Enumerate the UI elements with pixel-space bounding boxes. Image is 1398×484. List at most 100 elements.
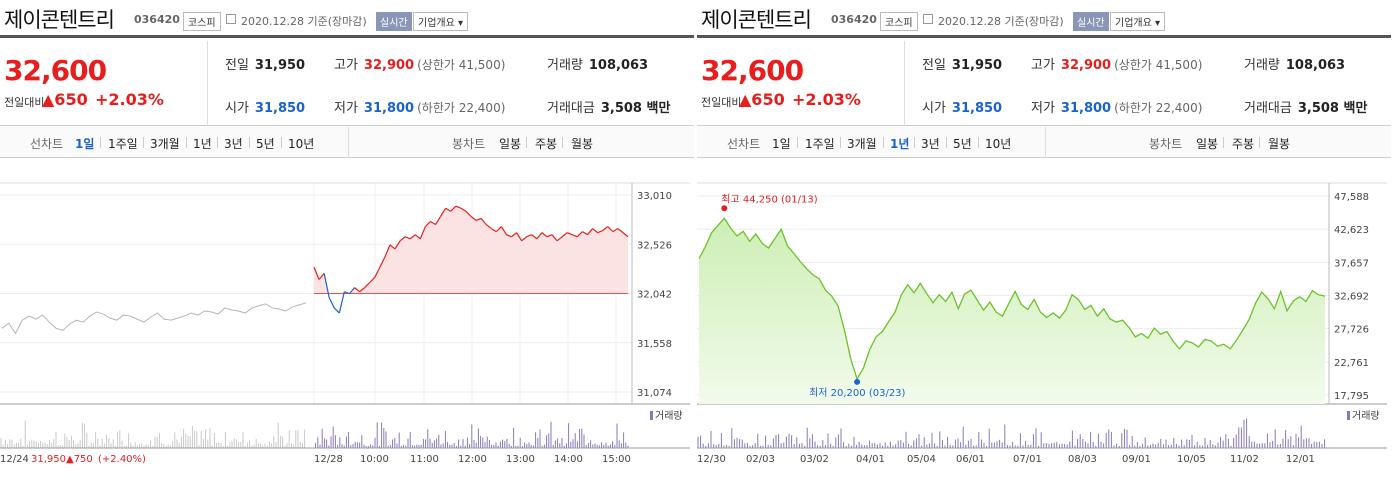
quote-summary: 32,600 전일대비 ▲650 +2.03% 전일 31,950 고가 32,90… bbox=[0, 41, 694, 126]
stock-code: 036420 bbox=[831, 13, 877, 26]
series-segment bbox=[561, 232, 568, 238]
x-tick-label: 10/05 bbox=[1177, 454, 1206, 465]
series-segment bbox=[546, 234, 553, 238]
x-tick-label: 12/01 bbox=[1286, 454, 1315, 465]
series-segment bbox=[394, 240, 401, 250]
series-segment bbox=[541, 232, 548, 238]
series-prev-day bbox=[1, 302, 307, 335]
stock-name[interactable]: 제이콘텐트리 bbox=[4, 8, 115, 32]
series-segment bbox=[506, 234, 512, 238]
max-marker bbox=[721, 205, 728, 212]
period-tabs: 선차트 1일 1주일 3개월 1년 3년 5년 10년 봉차트 일봉 주봉 월봉 bbox=[0, 127, 694, 158]
volume-legend-swatch bbox=[650, 411, 653, 420]
prev-day-close: 31,950 bbox=[31, 454, 66, 465]
tab-1y[interactable]: 1년 bbox=[193, 137, 212, 151]
tab-1w[interactable]: 1주일 bbox=[805, 137, 835, 151]
x-tick-label: 09/01 bbox=[1122, 454, 1151, 465]
stock-name[interactable]: 제이콘텐트리 bbox=[701, 8, 812, 32]
series-segment bbox=[409, 234, 416, 240]
realtime-button[interactable]: 실시간 bbox=[1073, 12, 1109, 31]
series-segment bbox=[516, 232, 523, 242]
prev-day-pct: (+2.40%) bbox=[98, 454, 146, 465]
market-badge: 코스피 bbox=[880, 12, 918, 31]
company-overview-dropdown[interactable]: 기업개요 ▾ bbox=[1110, 12, 1165, 31]
series-segment bbox=[480, 218, 487, 225]
x-tick-label: 12/28 bbox=[314, 454, 343, 465]
y-tick-label: 32,526 bbox=[637, 240, 672, 251]
series-segment bbox=[359, 287, 366, 293]
series-segment bbox=[435, 216, 442, 225]
series-segment bbox=[536, 232, 543, 240]
series-segment bbox=[576, 231, 583, 238]
series-segment bbox=[460, 207, 467, 212]
series-segment bbox=[587, 228, 594, 236]
series-segment bbox=[424, 221, 431, 227]
series-segment bbox=[445, 207, 452, 212]
tab-daily[interactable]: 일봉 bbox=[499, 137, 522, 151]
prev-day-change: ▲750 bbox=[66, 454, 93, 465]
x-tick-label: 06/01 bbox=[956, 454, 985, 465]
tab-1d[interactable]: 1일 bbox=[75, 137, 95, 151]
series-segment bbox=[404, 236, 411, 240]
min-label: 최저 20,200 (03/23) bbox=[809, 387, 905, 399]
series-segment bbox=[389, 244, 396, 250]
series-segment bbox=[379, 256, 386, 268]
tab-3m[interactable]: 3개월 bbox=[150, 137, 180, 151]
change-label: 전일대비 bbox=[4, 96, 45, 109]
yearly-chart[interactable]: 47,588 42,623 37,657 32,692 27,726 22,761 17,7… bbox=[697, 158, 1391, 484]
series-segment bbox=[597, 230, 603, 234]
series-segment bbox=[572, 234, 578, 238]
tab-10y[interactable]: 10년 bbox=[288, 137, 315, 151]
intraday-chart[interactable]: 33,010 32,526 32,042 31,558 31,074 거래량 12/24 31… bbox=[0, 158, 694, 484]
tab-1d[interactable]: 1일 bbox=[772, 137, 791, 151]
series-segment bbox=[318, 272, 325, 280]
series-segment bbox=[430, 220, 436, 226]
open-price: 시가 31,850 bbox=[225, 101, 306, 116]
price-change-pct: +2.03% bbox=[792, 90, 861, 109]
tab-5y[interactable]: 5년 bbox=[953, 137, 972, 151]
series-segment bbox=[374, 266, 381, 278]
tab-1w[interactable]: 1주일 bbox=[108, 137, 138, 151]
x-tick-label: 08/03 bbox=[1068, 454, 1097, 465]
chart-panel-1y: 제이콘텐트리 036420 코스피 2020.12.28 기준(장마감) 실시간… bbox=[697, 0, 1391, 484]
series-segment bbox=[567, 232, 573, 236]
x-tick-label: 12/30 bbox=[697, 454, 726, 465]
series-area-up bbox=[314, 206, 628, 294]
current-price: 32,600 bbox=[701, 54, 804, 87]
series-segment bbox=[617, 228, 624, 234]
max-label: 최고 44,250 (01/13) bbox=[721, 193, 817, 205]
tab-weekly[interactable]: 주봉 bbox=[1232, 137, 1255, 151]
series-segment bbox=[333, 307, 340, 314]
volume: 거래량 108,063 bbox=[1244, 58, 1346, 73]
series-segment bbox=[328, 297, 335, 309]
series-segment bbox=[419, 226, 426, 239]
y-tick-label: 42,623 bbox=[1334, 225, 1369, 236]
tab-weekly[interactable]: 주봉 bbox=[535, 137, 558, 151]
tab-1y[interactable]: 1년 bbox=[890, 137, 910, 151]
y-tick-label: 32,042 bbox=[637, 290, 672, 301]
min-marker bbox=[854, 378, 861, 385]
trade-amount: 거래대금 3,508 백만 bbox=[547, 101, 671, 116]
series-segment bbox=[344, 291, 350, 295]
company-overview-dropdown[interactable]: 기업개요 ▾ bbox=[413, 12, 468, 31]
y-tick-label: 37,657 bbox=[1334, 258, 1369, 269]
series-segment bbox=[364, 282, 371, 289]
tab-monthly[interactable]: 월봉 bbox=[1268, 137, 1291, 151]
tab-5y[interactable]: 5년 bbox=[256, 137, 275, 151]
calendar-icon bbox=[923, 14, 933, 24]
tab-monthly[interactable]: 월봉 bbox=[571, 137, 594, 151]
tab-10y[interactable]: 10년 bbox=[985, 137, 1012, 151]
series-segment bbox=[602, 226, 609, 232]
tab-daily[interactable]: 일봉 bbox=[1196, 137, 1219, 151]
calendar-icon bbox=[226, 14, 236, 24]
y-tick-label: 32,692 bbox=[1334, 292, 1369, 303]
realtime-button[interactable]: 실시간 bbox=[376, 12, 412, 31]
tab-3y[interactable]: 3년 bbox=[224, 137, 243, 151]
tab-3y[interactable]: 3년 bbox=[921, 137, 940, 151]
candle-chart-label: 봉차트 bbox=[452, 137, 486, 151]
tab-3m[interactable]: 3개월 bbox=[847, 137, 877, 151]
series-segment bbox=[470, 215, 477, 221]
y-tick-label: 33,010 bbox=[637, 191, 672, 202]
high-price: 고가 32,900 (상한가 41,500) bbox=[334, 58, 506, 73]
series-segment bbox=[450, 205, 457, 212]
